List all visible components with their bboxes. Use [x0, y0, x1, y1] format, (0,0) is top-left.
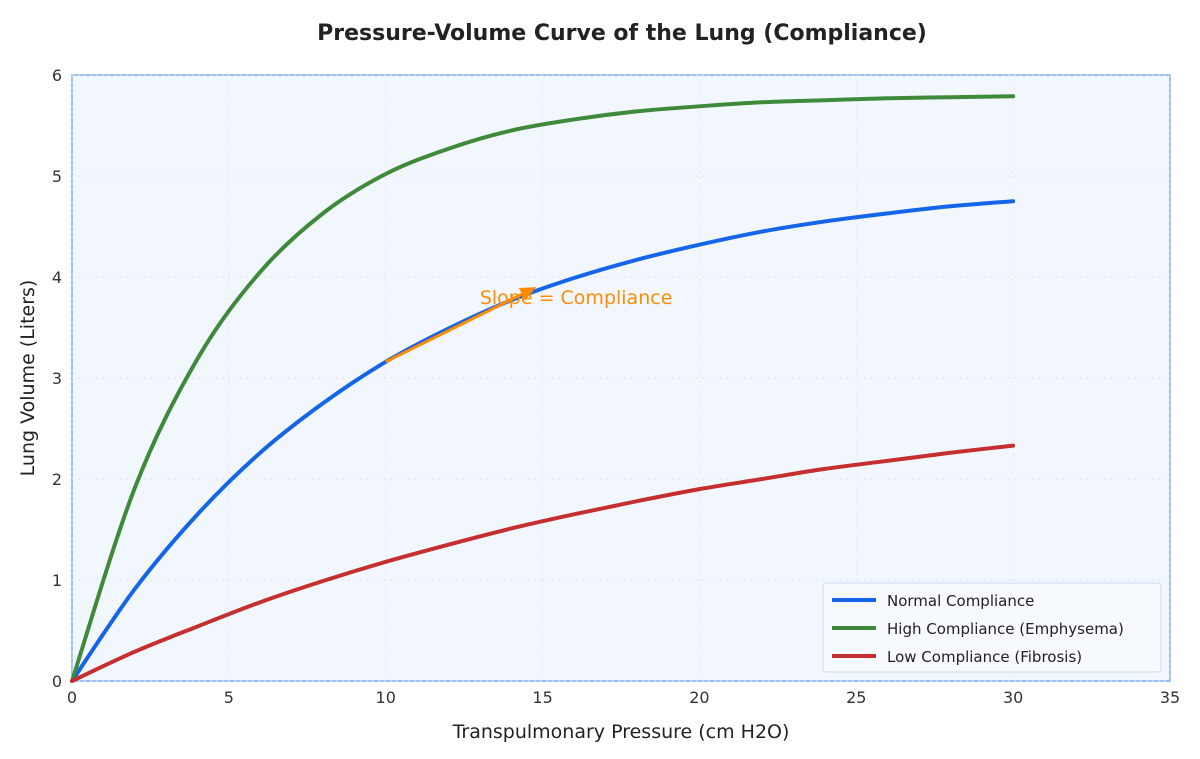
annotation-arrow — [385, 292, 523, 364]
ticks: 0 5 10 15 20 25 30 35 0 1 2 3 4 5 6 — [52, 66, 1180, 707]
x-tick-label: 0 — [67, 688, 77, 707]
y-tick-label: 6 — [52, 66, 62, 85]
annotation-arrowhead — [518, 287, 537, 301]
x-axis-label: Transpulmonary Pressure (cm H2O) — [452, 721, 790, 743]
annotation-text: Slope = Compliance — [480, 287, 673, 309]
y-tick-label: 1 — [52, 571, 62, 590]
plot-area — [71, 74, 1171, 682]
x-tick-label: 15 — [532, 688, 552, 707]
legend-label: Normal Compliance — [887, 592, 1034, 610]
legend: Normal Compliance High Compliance (Emphys… — [822, 582, 1162, 673]
series-line-1 — [70, 94, 1016, 683]
x-tick-label: 10 — [376, 688, 396, 707]
y-tick-label: 3 — [52, 369, 62, 388]
y-axis-label: Lung Volume (Liters) — [17, 280, 39, 477]
y-tick-label: 4 — [52, 268, 62, 287]
x-tick-label: 25 — [846, 688, 866, 707]
legend-label: High Compliance (Emphysema) — [887, 620, 1124, 638]
y-tick-label: 2 — [52, 470, 62, 489]
grid — [71, 74, 1171, 682]
annotation: Slope = Compliance — [385, 287, 673, 364]
x-tick-label: 5 — [224, 688, 234, 707]
legend-box — [822, 582, 1162, 673]
legend-label: Low Compliance (Fibrosis) — [887, 648, 1082, 666]
y-tick-label: 5 — [52, 167, 62, 186]
chart-title: Pressure-Volume Curve of the Lung (Compl… — [317, 21, 927, 46]
x-tick-label: 35 — [1160, 688, 1180, 707]
x-tick-label: 30 — [1003, 688, 1023, 707]
series-line-2 — [70, 443, 1016, 683]
y-tick-label: 0 — [52, 672, 62, 691]
x-tick-label: 20 — [689, 688, 709, 707]
